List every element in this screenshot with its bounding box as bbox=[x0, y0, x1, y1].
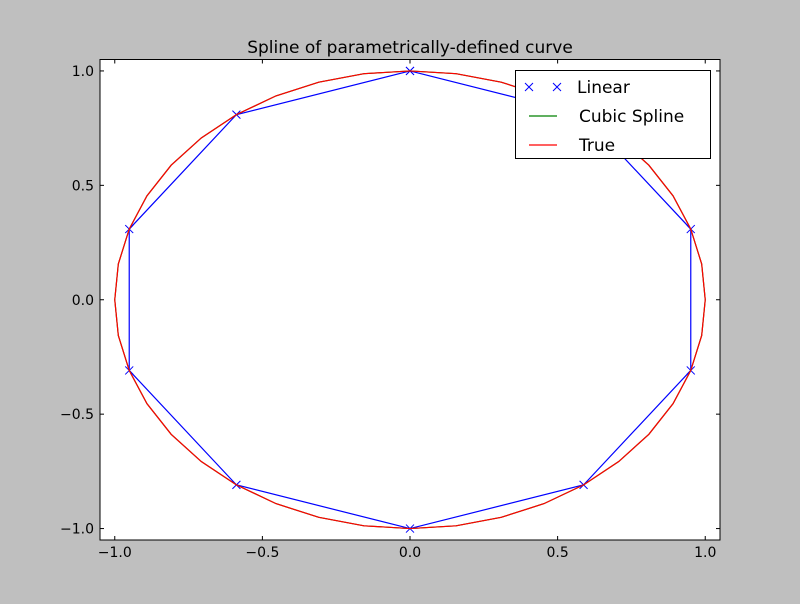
series-line-true bbox=[114, 70, 706, 530]
y-tick-label: −1.0 bbox=[60, 522, 94, 538]
legend-marker-icon bbox=[524, 82, 534, 92]
x-tick-label: −1.0 bbox=[98, 545, 132, 561]
ticks: −1.0 −0.5 0.0 0.5 1.0 −1.0 −0.5 0.0 0.5 1.0 bbox=[60, 59, 720, 561]
legend-marker-icon bbox=[552, 82, 562, 92]
legend-label: Linear bbox=[577, 78, 630, 98]
y-tick-label: 0.5 bbox=[72, 178, 94, 194]
legend: Linear Cubic Spline True bbox=[515, 70, 711, 159]
x-tick-label: 0.0 bbox=[399, 545, 421, 561]
x-tick-label: 1.0 bbox=[694, 545, 716, 561]
legend-label: True bbox=[578, 136, 615, 156]
x-tick-label: −0.5 bbox=[245, 545, 279, 561]
y-tick-label: 1.0 bbox=[72, 64, 94, 80]
legend-box bbox=[515, 70, 711, 159]
y-tick-label: 0.0 bbox=[72, 293, 94, 309]
x-tick-label: 0.5 bbox=[546, 545, 568, 561]
y-tick-label: −0.5 bbox=[60, 407, 94, 423]
legend-label: Cubic Spline bbox=[579, 107, 684, 127]
chart-title: Spline of parametrically-defined curve bbox=[247, 38, 573, 58]
series-layer bbox=[114, 66, 706, 533]
